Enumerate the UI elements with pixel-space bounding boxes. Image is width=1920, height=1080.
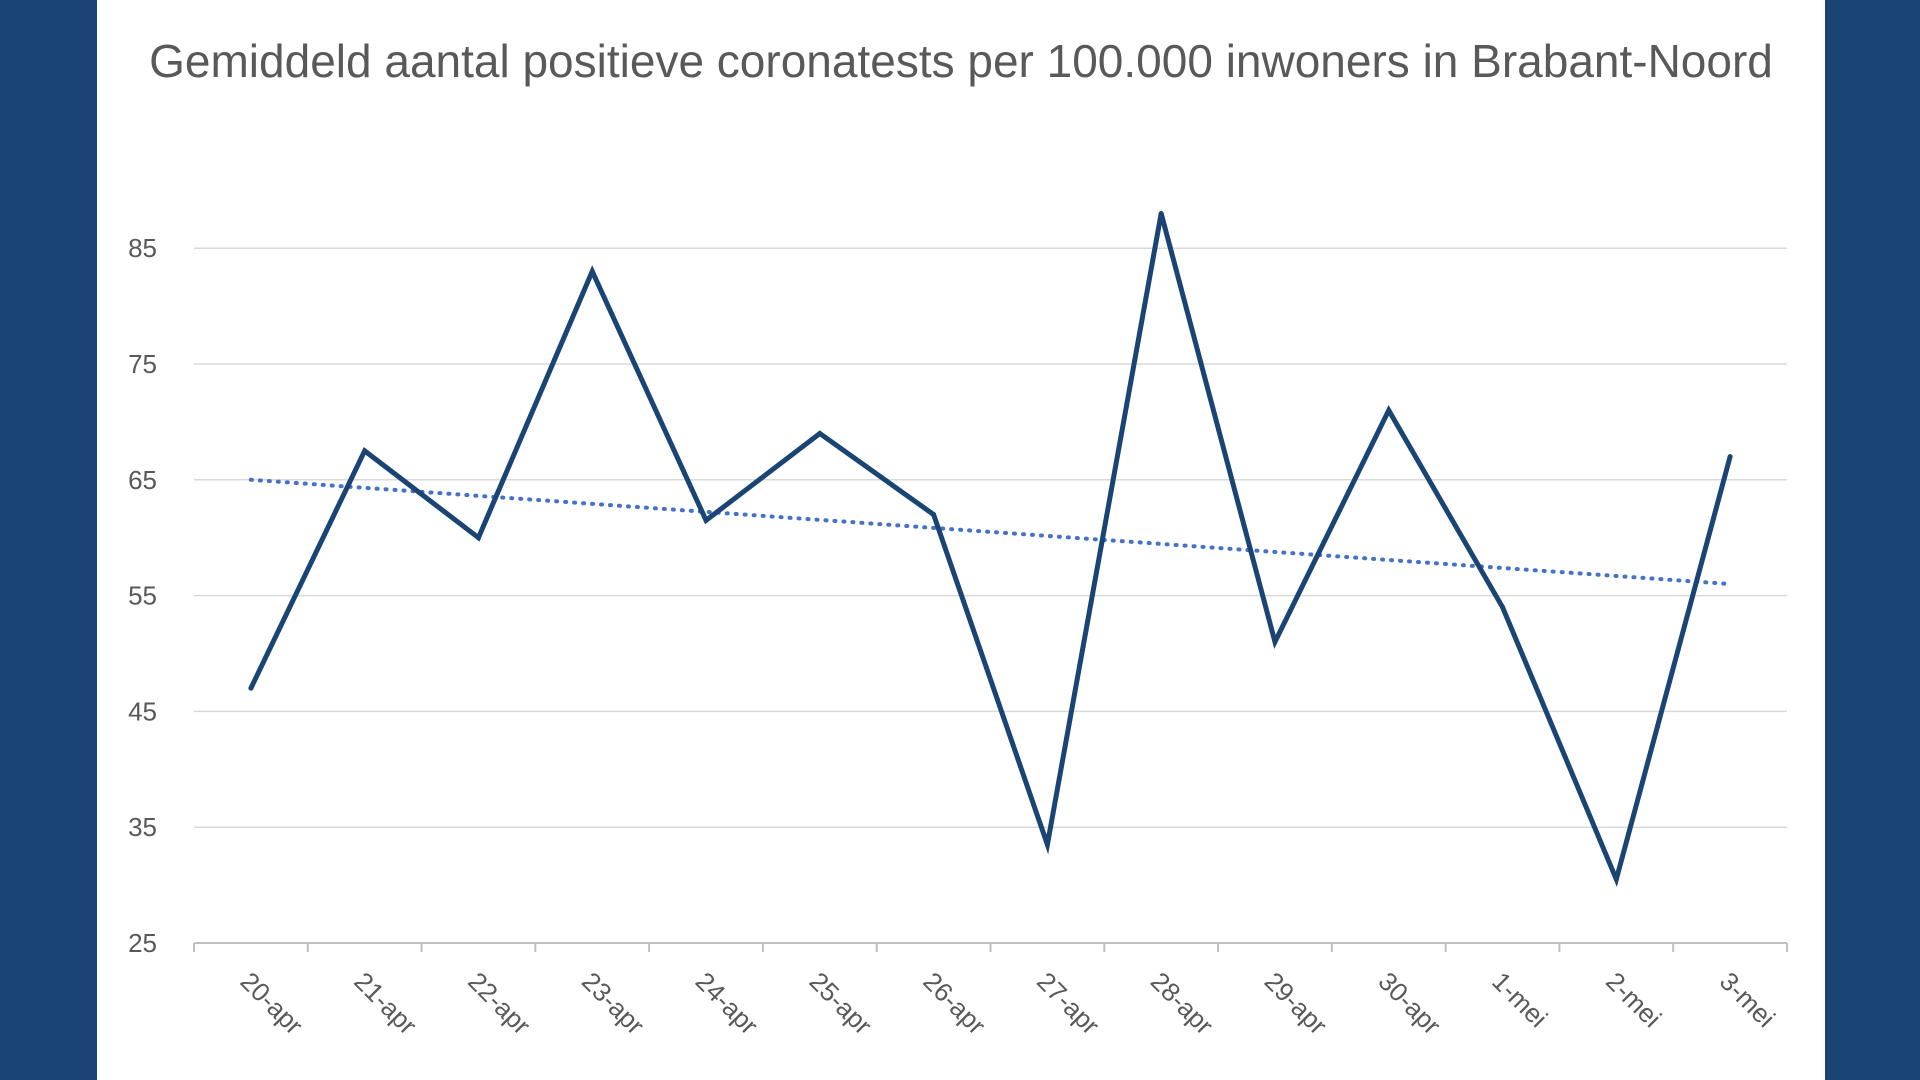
line-chart: 25 35 45 55 65 75 85 20-apr 21-apr 22-apr 23-apr 24… (128, 210, 1788, 1041)
trendline (248, 477, 1733, 587)
y-tick-label: 85 (128, 233, 157, 263)
y-tick-label: 65 (128, 465, 157, 495)
data-point (362, 448, 368, 454)
data-point (1613, 876, 1619, 882)
y-tick-label: 35 (128, 812, 157, 842)
chart-panel: Gemiddeld aantal positieve coronatests p… (97, 0, 1825, 1080)
y-tick-label: 25 (128, 928, 157, 958)
data-point (1386, 407, 1392, 413)
data-point (1500, 604, 1506, 610)
x-tick-label: 26-apr (917, 966, 992, 1041)
y-tick-label: 55 (128, 581, 157, 611)
x-tick-label: 24-apr (690, 966, 765, 1041)
y-tick-label: 75 (128, 349, 157, 379)
data-point (1727, 454, 1733, 460)
x-tick-label: 30-apr (1373, 966, 1448, 1041)
data-point (248, 685, 254, 691)
data-point (589, 268, 595, 274)
data-point (1044, 842, 1050, 848)
x-tick-label: 3-mei (1714, 966, 1781, 1033)
data-point (703, 517, 709, 523)
x-tick-label: 29-apr (1259, 966, 1334, 1041)
x-tick-label: 2-mei (1600, 966, 1667, 1033)
y-tick-label: 45 (128, 696, 157, 726)
data-point (475, 535, 481, 541)
data-point (931, 512, 937, 518)
x-tick-label: 1-mei (1486, 966, 1553, 1033)
x-tick-label: 20-apr (235, 966, 310, 1041)
x-tick-label: 28-apr (1145, 966, 1220, 1041)
x-tick-label: 25-apr (804, 966, 879, 1041)
x-tick-label: 21-apr (348, 966, 423, 1041)
data-point (817, 430, 823, 436)
chart-title: Gemiddeld aantal positieve coronatests p… (149, 35, 1773, 87)
x-tick-label: 22-apr (462, 966, 537, 1041)
data-point (1272, 639, 1278, 645)
data-point (1158, 210, 1164, 216)
series-line (248, 212, 1733, 888)
x-tick-label: 23-apr (576, 966, 651, 1041)
x-tick-label: 27-apr (1031, 966, 1106, 1041)
